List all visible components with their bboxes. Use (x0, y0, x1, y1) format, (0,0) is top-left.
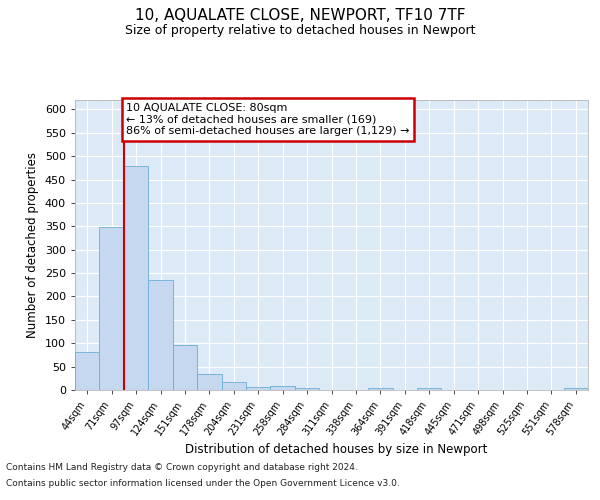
Text: Size of property relative to detached houses in Newport: Size of property relative to detached ho… (125, 24, 475, 37)
Bar (417, 388, 442, 390)
Bar (100, 227, 124, 390)
Bar (295, 388, 319, 390)
Bar (221, 382, 246, 390)
Bar (173, 345, 197, 390)
Text: Distribution of detached houses by size in Newport: Distribution of detached houses by size … (185, 442, 487, 456)
Text: Contains HM Land Registry data © Crown copyright and database right 2024.: Contains HM Land Registry data © Crown c… (6, 464, 358, 472)
Bar (246, 386, 271, 390)
Bar (563, 388, 588, 390)
Bar (368, 388, 392, 390)
Bar (197, 374, 221, 390)
Bar (148, 280, 173, 390)
Bar (271, 386, 295, 390)
Bar (75, 352, 100, 390)
Bar (124, 166, 148, 390)
Text: Contains public sector information licensed under the Open Government Licence v3: Contains public sector information licen… (6, 478, 400, 488)
Y-axis label: Number of detached properties: Number of detached properties (26, 152, 39, 338)
Text: 10, AQUALATE CLOSE, NEWPORT, TF10 7TF: 10, AQUALATE CLOSE, NEWPORT, TF10 7TF (135, 8, 465, 22)
Text: 10 AQUALATE CLOSE: 80sqm
← 13% of detached houses are smaller (169)
86% of semi-: 10 AQUALATE CLOSE: 80sqm ← 13% of detach… (127, 103, 410, 136)
